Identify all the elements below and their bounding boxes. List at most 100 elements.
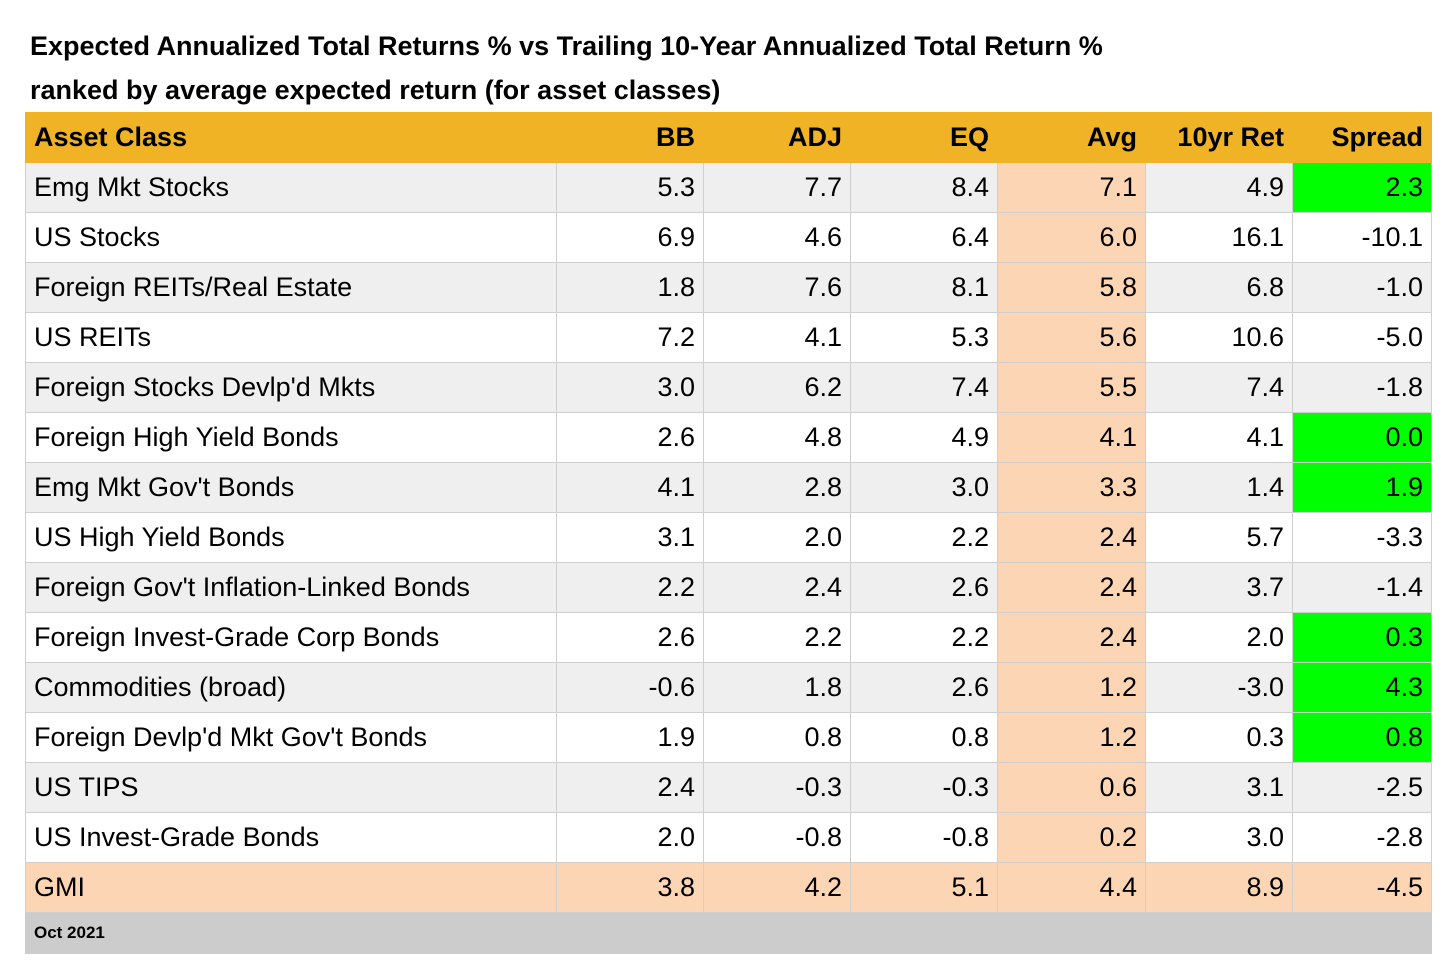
cell-10yr-ret: 5.7 xyxy=(1145,512,1293,563)
table-row: US Invest-Grade Bonds 2.0 -0.8 -0.8 0.2 3.0 -2… xyxy=(25,812,1432,863)
table-row: Foreign Stocks Devlp'd Mkts 3.0 6.2 7.4 5.5 7… xyxy=(25,362,1432,413)
cell-eq: 6.4 xyxy=(850,212,998,263)
table-row: US High Yield Bonds 3.1 2.0 2.2 2.4 5.7 -3.3 xyxy=(25,512,1432,563)
cell-eq: 8.1 xyxy=(850,262,998,313)
table-row: Emg Mkt Gov't Bonds 4.1 2.8 3.0 3.3 1.4 1.9 xyxy=(25,462,1432,513)
cell-adj: -0.8 xyxy=(703,812,851,863)
cell-avg: 0.6 xyxy=(997,762,1146,813)
cell-bb: 2.6 xyxy=(556,612,704,663)
cell-bb: 3.8 xyxy=(556,862,704,913)
chart-title: Expected Annualized Total Returns % vs T… xyxy=(30,24,1410,112)
table-row: Foreign Gov't Inflation-Linked Bonds 2.2 2… xyxy=(25,562,1432,613)
cell-bb: -0.6 xyxy=(556,662,704,713)
title-line-1: Expected Annualized Total Returns % vs T… xyxy=(30,31,1103,61)
cell-10yr-ret: 4.1 xyxy=(1145,412,1293,463)
cell-avg: 6.0 xyxy=(997,212,1146,263)
table-header-row: Asset Class BB ADJ EQ Avg 10yr Ret Sprea… xyxy=(25,112,1432,163)
table-row: Emg Mkt Stocks 5.3 7.7 8.4 7.1 4.9 2.3 xyxy=(25,162,1432,213)
table-row: Foreign REITs/Real Estate 1.8 7.6 8.1 5.8 6.8… xyxy=(25,262,1432,313)
cell-bb: 2.2 xyxy=(556,562,704,613)
cell-adj: 4.6 xyxy=(703,212,851,263)
cell-eq: 2.6 xyxy=(850,662,998,713)
header-eq: EQ xyxy=(850,112,998,163)
cell-adj: 0.8 xyxy=(703,712,851,763)
table-footer-date: Oct 2021 xyxy=(25,912,1432,954)
table-row: Commodities (broad) -0.6 1.8 2.6 1.2 -3.0 4.3 xyxy=(25,662,1432,713)
cell-bb: 6.9 xyxy=(556,212,704,263)
cell-avg: 4.4 xyxy=(997,862,1146,913)
cell-bb: 2.0 xyxy=(556,812,704,863)
cell-10yr-ret: 7.4 xyxy=(1145,362,1293,413)
cell-spread: -5.0 xyxy=(1292,312,1432,363)
cell-spread: -2.5 xyxy=(1292,762,1432,813)
cell-avg: 3.3 xyxy=(997,462,1146,513)
cell-asset-class: Emg Mkt Gov't Bonds xyxy=(25,462,557,513)
cell-asset-class: US High Yield Bonds xyxy=(25,512,557,563)
cell-adj: 2.0 xyxy=(703,512,851,563)
table-row: US TIPS 2.4 -0.3 -0.3 0.6 3.1 -2.5 xyxy=(25,762,1432,813)
cell-spread: -2.8 xyxy=(1292,812,1432,863)
cell-avg: 4.1 xyxy=(997,412,1146,463)
returns-table-container: Asset Class BB ADJ EQ Avg 10yr Ret Sprea… xyxy=(25,112,1432,954)
cell-eq: 5.3 xyxy=(850,312,998,363)
cell-spread: -1.8 xyxy=(1292,362,1432,413)
cell-asset-class: US Invest-Grade Bonds xyxy=(25,812,557,863)
cell-10yr-ret: -3.0 xyxy=(1145,662,1293,713)
cell-10yr-ret: 4.9 xyxy=(1145,162,1293,213)
cell-eq: -0.3 xyxy=(850,762,998,813)
cell-avg: 5.8 xyxy=(997,262,1146,313)
cell-10yr-ret: 8.9 xyxy=(1145,862,1293,913)
cell-avg: 1.2 xyxy=(997,662,1146,713)
cell-eq: 0.8 xyxy=(850,712,998,763)
cell-eq: 8.4 xyxy=(850,162,998,213)
cell-avg: 2.4 xyxy=(997,512,1146,563)
cell-10yr-ret: 10.6 xyxy=(1145,312,1293,363)
cell-spread: -4.5 xyxy=(1292,862,1432,913)
cell-bb: 5.3 xyxy=(556,162,704,213)
cell-adj: 2.8 xyxy=(703,462,851,513)
cell-avg: 7.1 xyxy=(997,162,1146,213)
cell-10yr-ret: 3.7 xyxy=(1145,562,1293,613)
cell-bb: 3.0 xyxy=(556,362,704,413)
cell-avg: 0.2 xyxy=(997,812,1146,863)
cell-asset-class: US Stocks xyxy=(25,212,557,263)
cell-spread: 1.9 xyxy=(1292,462,1432,513)
table-row: Foreign Invest-Grade Corp Bonds 2.6 2.2 2.2… xyxy=(25,612,1432,663)
cell-eq: 3.0 xyxy=(850,462,998,513)
cell-adj: 1.8 xyxy=(703,662,851,713)
cell-bb: 4.1 xyxy=(556,462,704,513)
cell-asset-class: Commodities (broad) xyxy=(25,662,557,713)
cell-eq: 2.2 xyxy=(850,512,998,563)
cell-10yr-ret: 2.0 xyxy=(1145,612,1293,663)
cell-spread: -1.0 xyxy=(1292,262,1432,313)
cell-spread: 2.3 xyxy=(1292,162,1432,213)
cell-asset-class: Foreign Gov't Inflation-Linked Bonds xyxy=(25,562,557,613)
cell-bb: 2.6 xyxy=(556,412,704,463)
header-avg: Avg xyxy=(997,112,1146,163)
cell-10yr-ret: 3.1 xyxy=(1145,762,1293,813)
table-body: Emg Mkt Stocks 5.3 7.7 8.4 7.1 4.9 2.3 US Stock… xyxy=(25,162,1432,913)
cell-bb: 1.8 xyxy=(556,262,704,313)
cell-adj: 7.7 xyxy=(703,162,851,213)
table-row: Foreign Devlp'd Mkt Gov't Bonds 1.9 0.8 0.8… xyxy=(25,712,1432,763)
cell-adj: 4.8 xyxy=(703,412,851,463)
cell-asset-class: Foreign High Yield Bonds xyxy=(25,412,557,463)
cell-eq: 7.4 xyxy=(850,362,998,413)
cell-eq: 4.9 xyxy=(850,412,998,463)
table-row-gmi: GMI 3.8 4.2 5.1 4.4 8.9 -4.5 xyxy=(25,862,1432,913)
cell-10yr-ret: 1.4 xyxy=(1145,462,1293,513)
cell-10yr-ret: 3.0 xyxy=(1145,812,1293,863)
cell-eq: 2.6 xyxy=(850,562,998,613)
cell-bb: 1.9 xyxy=(556,712,704,763)
cell-avg: 5.5 xyxy=(997,362,1146,413)
cell-adj: 6.2 xyxy=(703,362,851,413)
cell-bb: 2.4 xyxy=(556,762,704,813)
cell-asset-class: Foreign Devlp'd Mkt Gov't Bonds xyxy=(25,712,557,763)
cell-adj: 2.4 xyxy=(703,562,851,613)
cell-eq: -0.8 xyxy=(850,812,998,863)
table-row: US Stocks 6.9 4.6 6.4 6.0 16.1 -10.1 xyxy=(25,212,1432,263)
cell-avg: 1.2 xyxy=(997,712,1146,763)
cell-avg: 2.4 xyxy=(997,612,1146,663)
cell-asset-class: US TIPS xyxy=(25,762,557,813)
cell-avg: 5.6 xyxy=(997,312,1146,363)
